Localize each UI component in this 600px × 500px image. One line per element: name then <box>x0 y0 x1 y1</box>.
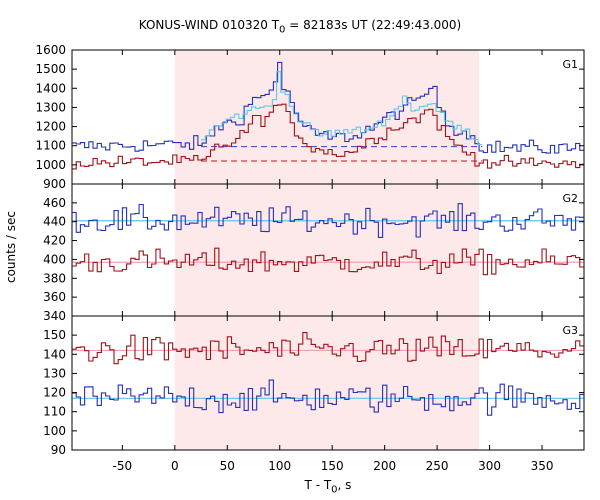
x-tick-label: 100 <box>268 459 291 473</box>
x-tick-label: 350 <box>531 459 554 473</box>
y-tick-label: 460 <box>43 196 66 210</box>
series-cyan <box>201 71 483 146</box>
panel-label: G3 <box>562 324 578 337</box>
panel-label: G1 <box>562 58 578 71</box>
y-tick-label: 1400 <box>35 81 66 95</box>
panel-label: G2 <box>562 192 578 205</box>
y-tick-label: 420 <box>43 234 66 248</box>
x-tick-label: -50 <box>113 459 133 473</box>
y-tick-label: 130 <box>43 366 66 380</box>
y-tick-label: 1300 <box>35 100 66 114</box>
x-tick-label: 150 <box>321 459 344 473</box>
y-tick-label: 440 <box>43 215 66 229</box>
y-tick-label: 1100 <box>35 139 66 153</box>
series-blue <box>72 379 584 416</box>
y-tick-label: 340 <box>43 309 66 323</box>
y-tick-label: 380 <box>43 271 66 285</box>
y-tick-label: 400 <box>43 252 66 266</box>
y-tick-label: 90 <box>51 443 66 457</box>
y-tick-label: 900 <box>43 177 66 191</box>
series-blue <box>72 203 584 238</box>
y-tick-label: 1000 <box>35 158 66 172</box>
panel-g3: 90 100 110 120 130 140 150 G3 <box>43 315 585 457</box>
shaded-interval <box>174 50 480 450</box>
series-blue <box>72 61 584 154</box>
y-tick-label: 140 <box>43 347 66 361</box>
y-tick-label: 110 <box>43 405 66 419</box>
x-tick-label: 250 <box>426 459 449 473</box>
y-tick-label: 1500 <box>35 62 66 76</box>
panel-frame <box>71 315 585 451</box>
series-red <box>72 332 584 365</box>
chart-title: KONUS-WIND 010320 T0 = 82183s UT (22:49:… <box>138 18 462 36</box>
y-tick-label: 100 <box>43 424 66 438</box>
series-red <box>72 247 584 276</box>
x-tick-label: 300 <box>478 459 501 473</box>
series-red <box>72 103 584 170</box>
x-tick-label: 200 <box>373 459 396 473</box>
y-tick-label: 120 <box>43 386 66 400</box>
y-tick-label: 360 <box>43 290 66 304</box>
x-tick-label: 50 <box>220 459 235 473</box>
panel-g1: 900 1000 1100 1200 1300 1400 1500 1600 G1 <box>35 43 585 191</box>
y-tick-label: 150 <box>43 328 66 342</box>
x-axis-label: T - T0, s <box>304 478 352 496</box>
y-tick-label: 1200 <box>35 120 66 134</box>
x-tick-label: 0 <box>171 459 179 473</box>
y-tick-label: 1600 <box>35 43 66 57</box>
